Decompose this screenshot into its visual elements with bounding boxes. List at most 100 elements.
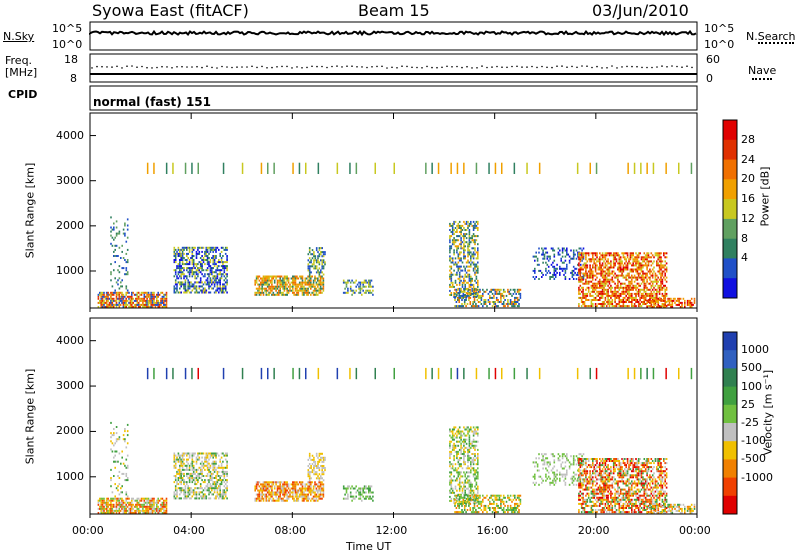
range-gate-cell xyxy=(160,503,162,506)
range-gate-cell xyxy=(273,499,276,502)
range-gate-cell xyxy=(103,291,105,294)
range-gate-cell xyxy=(549,276,551,278)
range-gate-cell xyxy=(464,269,466,272)
range-gate-cell xyxy=(191,261,194,264)
range-gate-cell xyxy=(626,256,629,259)
range-gate-cell xyxy=(194,481,196,484)
range-gate-cell xyxy=(165,299,168,302)
range-gate-cell xyxy=(212,483,214,486)
range-gate-cell xyxy=(582,290,584,293)
range-gate-cell xyxy=(349,287,352,290)
range-gate-cell xyxy=(592,282,594,285)
range-gate-cell xyxy=(147,291,150,294)
range-gate-cell xyxy=(115,503,118,506)
range-gate-cell xyxy=(608,294,611,297)
range-gate-cell xyxy=(150,297,152,300)
range-gate-cell xyxy=(571,276,574,278)
range-gate-cell xyxy=(278,285,280,288)
range-gate-cell xyxy=(311,285,313,288)
range-gate-cell xyxy=(204,481,206,484)
range-gate-cell xyxy=(125,507,127,510)
range-gate-cell xyxy=(125,472,128,475)
range-gate-cell xyxy=(114,460,116,463)
nave-point xyxy=(571,65,573,68)
range-gate-cell xyxy=(183,273,185,276)
range-gate-cell xyxy=(179,460,181,463)
range-gate-cell xyxy=(318,467,321,469)
range-gate-cell xyxy=(304,485,307,488)
range-gate-cell xyxy=(179,497,181,500)
range-gate-cell xyxy=(191,479,194,482)
range-gate-cell xyxy=(208,489,210,492)
range-gate-cell xyxy=(223,489,226,492)
range-gate-cell xyxy=(315,499,318,502)
range-gate-cell xyxy=(479,294,481,297)
range-gate-cell xyxy=(640,278,643,281)
range-gate-cell xyxy=(97,306,100,308)
range-gate-cell xyxy=(507,288,509,291)
range-gate-cell xyxy=(209,483,212,486)
range-gate-cell xyxy=(468,245,471,248)
range-gate-cell xyxy=(470,275,472,278)
range-gate-cell xyxy=(592,256,594,259)
range-gate-cell xyxy=(592,254,594,257)
range-gate-cell xyxy=(184,279,187,282)
range-gate-cell xyxy=(174,261,177,264)
range-gate-cell xyxy=(255,487,258,490)
range-gate-cell xyxy=(618,296,621,299)
range-gate-cell xyxy=(665,262,668,265)
range-gate-cell xyxy=(184,289,187,292)
range-gate-cell xyxy=(653,280,655,283)
range-gate-cell xyxy=(612,264,615,267)
range-gate-cell xyxy=(317,460,319,463)
range-gate-cell xyxy=(108,499,111,502)
range-gate-cell xyxy=(633,280,636,283)
range-gate-cell xyxy=(311,265,314,268)
range-gate-cell xyxy=(615,252,618,255)
range-gate-cell xyxy=(639,305,641,308)
range-gate-cell xyxy=(461,281,464,284)
range-gate-cell xyxy=(467,243,469,246)
range-gate-cell xyxy=(290,487,293,490)
range-gate-cell xyxy=(258,481,261,484)
range-gate-cell xyxy=(601,288,604,291)
range-gate-cell xyxy=(100,509,102,512)
range-gate-cell xyxy=(301,275,304,278)
range-gate-cell xyxy=(198,281,201,284)
range-gate-cell xyxy=(97,503,100,506)
range-gate-cell xyxy=(308,481,311,484)
range-gate-cell xyxy=(115,432,118,435)
range-gate-cell xyxy=(656,296,658,299)
range-gate-cell xyxy=(174,273,177,276)
range-gate-cell xyxy=(347,495,349,498)
range-gate-cell xyxy=(183,468,185,471)
range-gate-cell xyxy=(647,254,650,257)
range-gate-cell xyxy=(144,306,147,308)
range-gate-cell xyxy=(285,491,287,494)
range-gate-cell xyxy=(262,481,265,484)
range-gate-cell xyxy=(180,281,182,284)
range-gate-cell xyxy=(349,495,352,498)
range-gate-cell xyxy=(614,264,616,267)
range-gate-cell xyxy=(213,291,216,294)
nave-point xyxy=(491,66,493,68)
range-gate-cell xyxy=(201,464,203,467)
range-gate-cell xyxy=(322,493,325,496)
range-gate-cell xyxy=(370,279,373,282)
nave-point xyxy=(116,65,118,68)
range-gate-cell xyxy=(198,271,201,274)
range-gate-cell xyxy=(611,266,614,269)
range-gate-cell xyxy=(465,241,468,244)
range-gate-cell xyxy=(190,281,192,284)
range-gate-cell xyxy=(658,288,661,291)
range-gate-cell xyxy=(220,481,223,484)
range-gate-cell xyxy=(285,489,287,492)
range-gate-cell xyxy=(115,497,118,500)
range-gate-cell xyxy=(596,294,598,297)
range-gate-cell xyxy=(657,290,659,293)
range-gate-cell xyxy=(635,260,637,263)
range-gate-cell xyxy=(604,284,607,287)
range-gate-cell xyxy=(222,287,224,290)
range-gate-cell xyxy=(572,251,575,254)
range-gate-cell xyxy=(202,259,205,261)
